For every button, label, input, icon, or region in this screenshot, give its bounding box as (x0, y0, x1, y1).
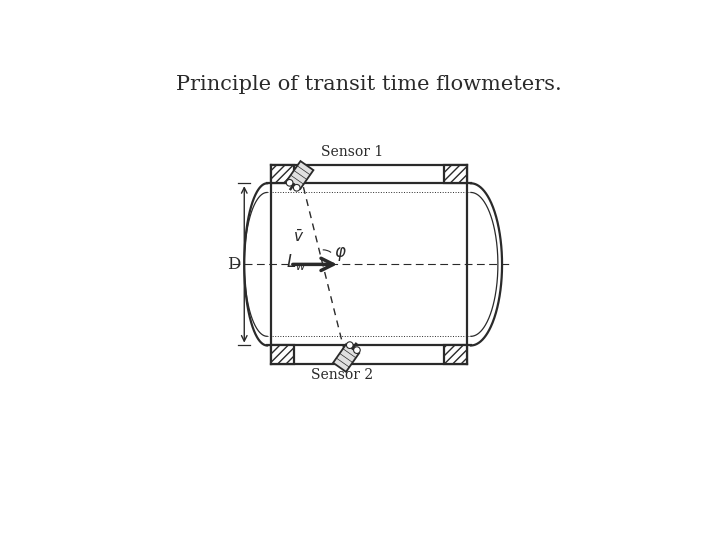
Bar (444, 165, 467, 183)
Text: Principle of transit time flowmeters.: Principle of transit time flowmeters. (176, 75, 562, 94)
Text: $\varphi$: $\varphi$ (334, 245, 346, 263)
Text: $\bar{v}$: $\bar{v}$ (293, 230, 304, 245)
Bar (271, 165, 294, 183)
Bar (444, 346, 467, 364)
Text: $L_w$: $L_w$ (286, 252, 307, 272)
Text: D: D (228, 256, 240, 273)
Circle shape (294, 185, 300, 191)
Circle shape (346, 342, 353, 348)
Bar (444, 346, 467, 364)
Polygon shape (287, 161, 313, 189)
Bar (271, 346, 294, 364)
Polygon shape (333, 344, 359, 372)
Circle shape (287, 179, 293, 186)
Text: Sensor 1: Sensor 1 (321, 145, 384, 159)
Text: Sensor 2: Sensor 2 (311, 368, 373, 382)
Bar (271, 165, 294, 183)
Circle shape (354, 347, 360, 354)
Bar (444, 165, 467, 183)
Bar (271, 346, 294, 364)
